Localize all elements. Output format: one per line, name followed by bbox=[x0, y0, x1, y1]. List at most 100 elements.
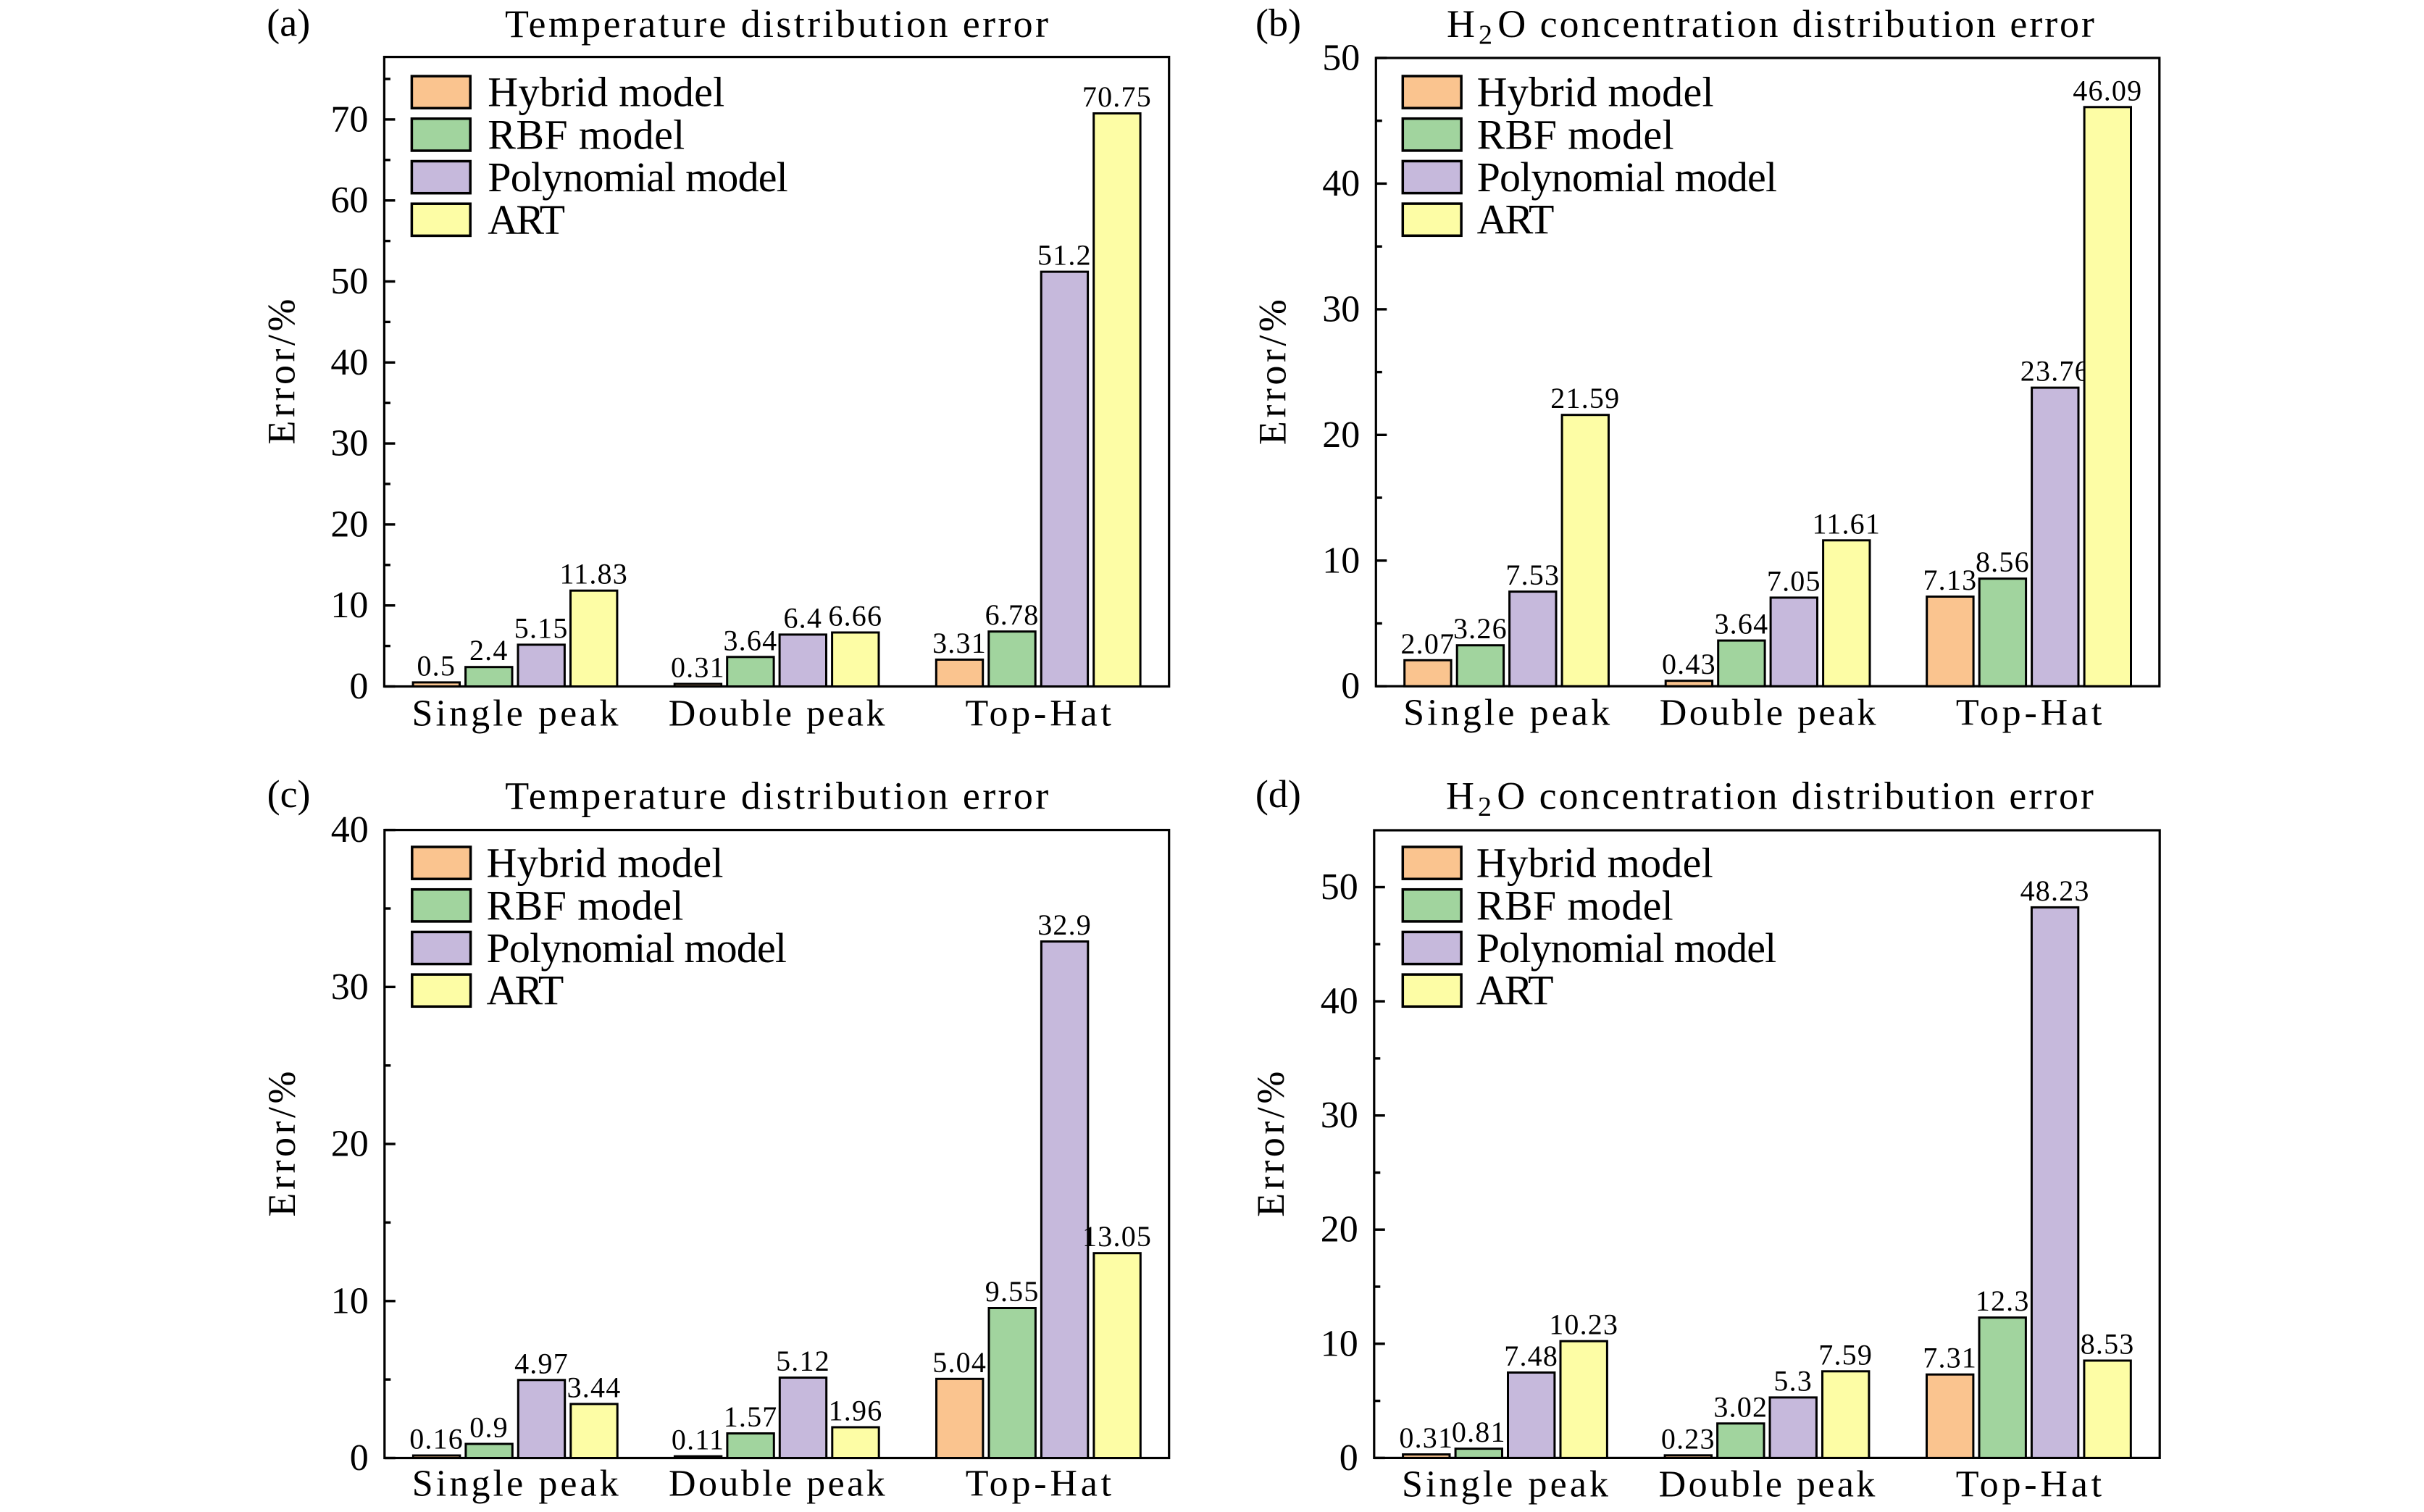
svg-text:Temperature distribution error: Temperature distribution error bbox=[505, 2, 1048, 46]
svg-text:0.11: 0.11 bbox=[672, 1424, 724, 1456]
svg-text:ART: ART bbox=[1477, 196, 1555, 243]
svg-text:10: 10 bbox=[331, 1280, 369, 1321]
svg-text:Polynomial model: Polynomial model bbox=[488, 154, 788, 201]
svg-text:7.31: 7.31 bbox=[1923, 1342, 1977, 1374]
svg-text:2: 2 bbox=[1479, 20, 1492, 51]
svg-text:21.59: 21.59 bbox=[1550, 382, 1620, 414]
svg-text:0: 0 bbox=[350, 1437, 369, 1479]
svg-text:12.3: 12.3 bbox=[1976, 1285, 2030, 1317]
svg-text:51.2: 51.2 bbox=[1037, 239, 1092, 272]
svg-text:30: 30 bbox=[331, 966, 369, 1008]
svg-text:3.64: 3.64 bbox=[1714, 608, 1768, 640]
svg-text:Hybrid model: Hybrid model bbox=[488, 69, 724, 116]
svg-text:11.83: 11.83 bbox=[559, 558, 628, 590]
svg-text:40: 40 bbox=[1322, 163, 1360, 204]
svg-text:0: 0 bbox=[349, 666, 368, 707]
svg-text:3.26: 3.26 bbox=[1453, 612, 1508, 645]
svg-text:ART: ART bbox=[487, 967, 564, 1014]
svg-text:40: 40 bbox=[331, 809, 369, 851]
svg-text:30: 30 bbox=[1322, 288, 1360, 330]
svg-text:46.09: 46.09 bbox=[2073, 74, 2142, 106]
svg-text:30: 30 bbox=[330, 423, 368, 464]
svg-text:RBF model: RBF model bbox=[488, 111, 685, 158]
svg-text:10: 10 bbox=[330, 585, 368, 626]
svg-text:10: 10 bbox=[1322, 540, 1360, 581]
svg-text:Polynomial model: Polynomial model bbox=[1477, 154, 1778, 201]
svg-text:0.43: 0.43 bbox=[1662, 648, 1716, 680]
svg-text:50: 50 bbox=[330, 261, 368, 302]
svg-text:Temperature distribution error: Temperature distribution error bbox=[505, 774, 1048, 817]
svg-text:1.96: 1.96 bbox=[829, 1395, 883, 1427]
svg-text:20: 20 bbox=[1321, 1209, 1358, 1250]
svg-text:10.23: 10.23 bbox=[1549, 1308, 1618, 1341]
svg-text:7.05: 7.05 bbox=[1767, 564, 1821, 597]
svg-text:ART: ART bbox=[1476, 967, 1554, 1014]
svg-text:70.75: 70.75 bbox=[1082, 80, 1152, 113]
svg-text:10: 10 bbox=[1321, 1323, 1358, 1364]
svg-text:7.13: 7.13 bbox=[1923, 564, 1977, 596]
svg-text:7.48: 7.48 bbox=[1504, 1340, 1558, 1372]
svg-text:13.05: 13.05 bbox=[1082, 1220, 1152, 1253]
svg-text:H: H bbox=[1447, 2, 1475, 46]
svg-text:6.4: 6.4 bbox=[783, 601, 822, 634]
svg-text:(a): (a) bbox=[267, 1, 310, 45]
svg-text:RBF model: RBF model bbox=[487, 882, 684, 929]
svg-text:Single peak: Single peak bbox=[1403, 693, 1610, 734]
svg-text:(b): (b) bbox=[1255, 1, 1301, 45]
svg-text:Single peak: Single peak bbox=[412, 1463, 619, 1504]
svg-text:O concentration distribution e: O concentration distribution error bbox=[1497, 2, 2094, 46]
svg-text:0.23: 0.23 bbox=[1661, 1422, 1715, 1455]
svg-text:30: 30 bbox=[1321, 1095, 1358, 1136]
svg-text:20: 20 bbox=[1322, 414, 1360, 456]
svg-text:6.78: 6.78 bbox=[985, 598, 1040, 631]
svg-text:Error/%: Error/% bbox=[260, 1072, 304, 1217]
svg-text:1.57: 1.57 bbox=[724, 1400, 778, 1433]
svg-text:Top-Hat: Top-Hat bbox=[1956, 693, 2102, 734]
svg-text:8.56: 8.56 bbox=[1976, 546, 2030, 578]
svg-text:0.9: 0.9 bbox=[469, 1411, 509, 1444]
svg-text:5.15: 5.15 bbox=[514, 611, 569, 644]
svg-text:Error/%: Error/% bbox=[1251, 299, 1295, 445]
svg-text:ART: ART bbox=[488, 196, 565, 243]
svg-text:Error/%: Error/% bbox=[1249, 1072, 1292, 1217]
svg-text:20: 20 bbox=[331, 1124, 369, 1165]
svg-text:Double peak: Double peak bbox=[669, 693, 885, 735]
svg-text:2.4: 2.4 bbox=[469, 634, 509, 667]
svg-text:40: 40 bbox=[330, 342, 368, 383]
svg-text:8.53: 8.53 bbox=[2081, 1328, 2135, 1361]
svg-text:Single peak: Single peak bbox=[1402, 1464, 1608, 1505]
svg-text:0.81: 0.81 bbox=[1452, 1416, 1506, 1448]
svg-text:H: H bbox=[1446, 774, 1474, 817]
svg-text:50: 50 bbox=[1322, 38, 1360, 79]
svg-text:Error/%: Error/% bbox=[259, 299, 303, 445]
svg-text:Top-Hat: Top-Hat bbox=[966, 1463, 1112, 1504]
svg-text:0.16: 0.16 bbox=[409, 1423, 464, 1455]
svg-text:0: 0 bbox=[1341, 666, 1360, 707]
svg-text:(c): (c) bbox=[267, 772, 311, 816]
svg-text:0.5: 0.5 bbox=[417, 649, 456, 682]
svg-text:Top-Hat: Top-Hat bbox=[1956, 1464, 2102, 1505]
svg-text:3.02: 3.02 bbox=[1713, 1390, 1768, 1423]
svg-text:23.76: 23.76 bbox=[2020, 355, 2090, 388]
svg-text:Top-Hat: Top-Hat bbox=[966, 693, 1112, 735]
svg-text:48.23: 48.23 bbox=[2020, 874, 2090, 907]
svg-text:Hybrid model: Hybrid model bbox=[1476, 840, 1713, 887]
svg-text:2: 2 bbox=[1478, 792, 1492, 822]
svg-text:32.9: 32.9 bbox=[1037, 909, 1092, 941]
svg-text:O concentration distribution e: O concentration distribution error bbox=[1497, 774, 2094, 817]
svg-text:5.04: 5.04 bbox=[932, 1346, 987, 1379]
svg-text:0: 0 bbox=[1340, 1437, 1358, 1479]
svg-text:40: 40 bbox=[1321, 981, 1358, 1022]
svg-text:Double peak: Double peak bbox=[669, 1463, 885, 1504]
svg-text:0.31: 0.31 bbox=[1399, 1421, 1453, 1454]
svg-text:RBF model: RBF model bbox=[1477, 111, 1674, 158]
svg-text:70: 70 bbox=[330, 99, 368, 140]
svg-text:7.53: 7.53 bbox=[1505, 559, 1560, 591]
svg-text:3.31: 3.31 bbox=[932, 627, 987, 659]
svg-text:7.59: 7.59 bbox=[1818, 1338, 1873, 1371]
svg-text:Double peak: Double peak bbox=[1659, 1464, 1876, 1505]
svg-text:Single peak: Single peak bbox=[412, 693, 619, 735]
svg-text:60: 60 bbox=[330, 180, 368, 221]
svg-text:RBF model: RBF model bbox=[1476, 882, 1673, 929]
svg-text:4.97: 4.97 bbox=[514, 1347, 569, 1379]
